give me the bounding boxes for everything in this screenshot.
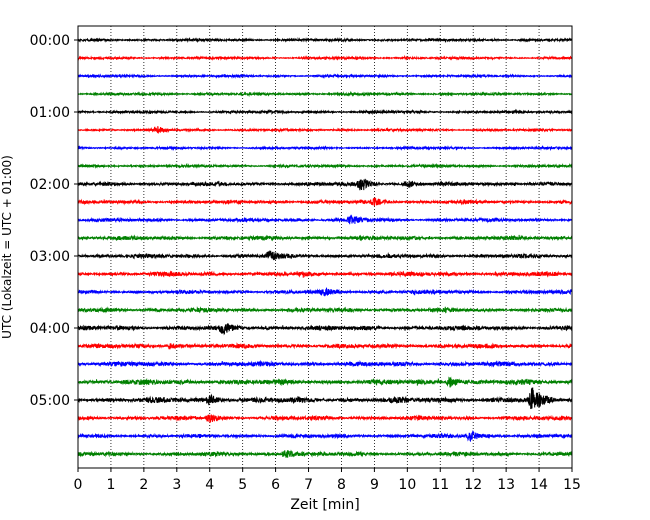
seismic-trace-0530 [77, 429, 573, 442]
seismic-trace-0230 [77, 214, 573, 225]
x-tick-label: 5 [238, 477, 247, 493]
seismic-trace-0545 [77, 449, 573, 458]
plot-frame [77, 25, 573, 469]
x-axis-label: Zeit [min] [290, 497, 359, 513]
y-tick-label: 02:00 [30, 177, 70, 193]
y-tick-label: 01:00 [30, 105, 70, 121]
seismic-trace-0300 [77, 250, 573, 261]
seismic-trace-0415 [77, 342, 573, 350]
seismic-trace-0030 [77, 72, 573, 79]
x-tick-label: 12 [464, 477, 482, 493]
y-axis: 00:00 01:00 02:00 03:00 04:00 05:00 [30, 33, 78, 409]
x-tick-label: 6 [271, 477, 280, 493]
y-tick-label: 03:00 [30, 249, 70, 265]
x-tick-label: 3 [172, 477, 181, 493]
seismic-trace-0015 [77, 54, 573, 61]
seismic-trace-0200 [77, 178, 573, 191]
y-tick-label: 05:00 [30, 393, 70, 409]
seismic-trace-0445 [77, 376, 573, 388]
x-tick-label: 11 [431, 477, 449, 493]
x-tick-label: 13 [497, 477, 515, 493]
y-tick-label: 04:00 [30, 321, 70, 337]
seismic-trace-0330 [77, 287, 573, 297]
seismic-trace-0515 [77, 413, 573, 423]
x-tick-label: 4 [205, 477, 214, 493]
seismic-trace-0000 [77, 36, 573, 44]
y-tick-label: 00:00 [30, 33, 70, 49]
x-tick-label: 9 [370, 477, 379, 493]
seismic-trace-0430 [77, 359, 573, 368]
x-axis: 0 1 2 3 4 5 6 7 8 9 10 11 12 13 14 15 [74, 468, 581, 493]
seismic-trace-0500 [77, 387, 573, 410]
seismic-trace-0145 [77, 162, 573, 170]
seismic-trace-0345 [77, 306, 573, 314]
x-tick-label: 7 [304, 477, 313, 493]
x-tick-label: 8 [337, 477, 346, 493]
x-tick-label: 0 [74, 477, 83, 493]
seismic-trace-0245 [77, 234, 573, 242]
seismic-traces [77, 36, 573, 458]
seismic-trace-0115 [77, 126, 573, 134]
seismic-trace-0215 [77, 197, 573, 207]
seismic-trace-0315 [77, 270, 573, 278]
x-tick-label: 2 [139, 477, 148, 493]
x-tick-label: 10 [398, 477, 416, 493]
y-axis-label: UTC (Lokalzeit = UTC + 01:00) [0, 155, 14, 339]
x-tick-label: 15 [563, 477, 581, 493]
x-tick-label: 1 [106, 477, 115, 493]
seismic-trace-0400 [77, 323, 573, 336]
seismic-trace-0130 [77, 144, 573, 152]
seismic-trace-0100 [77, 108, 573, 116]
x-tick-label: 14 [530, 477, 548, 493]
seismic-trace-0045 [77, 90, 573, 98]
